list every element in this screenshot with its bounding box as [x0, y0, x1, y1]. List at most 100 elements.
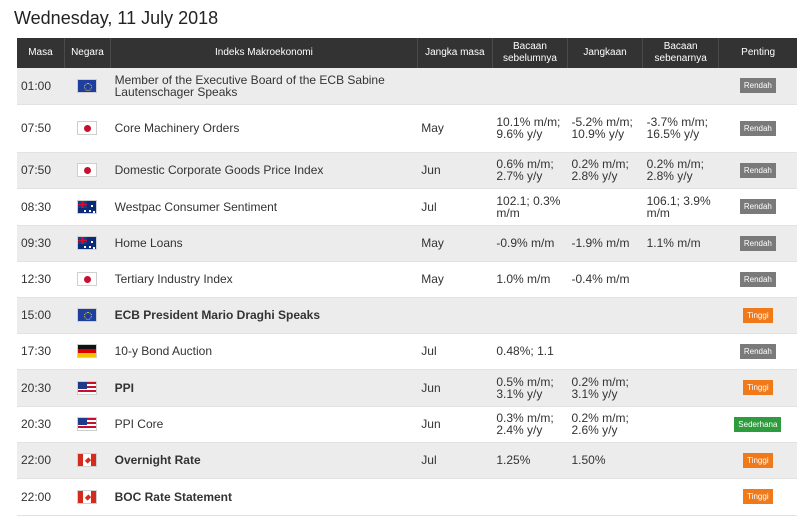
table-row[interactable]: 08:30 Westpac Consumer Sentiment Jul 102.1;…	[17, 188, 797, 226]
period-cell: Jul	[417, 333, 493, 370]
period-cell: Jun	[417, 152, 493, 189]
event-name[interactable]: Member of the Executive Board of the ECB…	[110, 68, 418, 105]
table-body: 01:00 Member of the Executive Board of th…	[17, 68, 797, 516]
importance-badge: Rendah	[739, 162, 776, 178]
table-row[interactable]: 07:50 Core Machinery Orders May 10.1% m/m; …	[17, 104, 797, 153]
forecast-cell	[567, 478, 643, 516]
event-name[interactable]: 10-y Bond Auction	[110, 333, 418, 370]
country-cell	[64, 188, 111, 226]
header-forecast[interactable]: Jangkaan	[567, 38, 644, 68]
table-row[interactable]: 17:30 10-y Bond Auction Jul 0.48%; 1.1 Renda…	[17, 333, 797, 370]
event-name[interactable]: Home Loans	[110, 225, 418, 262]
eu-flag-icon	[77, 308, 98, 322]
period-cell: Jul	[417, 188, 493, 226]
event-name[interactable]: Core Machinery Orders	[110, 104, 418, 153]
period-cell: Jun	[417, 369, 493, 407]
forecast-cell	[567, 297, 643, 334]
time-cell: 22:00	[17, 478, 65, 516]
table-row[interactable]: 22:00 Overnight Rate Jul 1.25% 1.50% Tinggi	[17, 442, 797, 479]
importance-badge: Rendah	[739, 120, 776, 136]
importance-cell: Rendah	[718, 152, 797, 189]
eu-flag-icon	[77, 78, 98, 93]
country-cell	[64, 478, 111, 516]
australia-flag-icon	[77, 199, 98, 214]
time-cell: 20:30	[17, 369, 65, 407]
event-name[interactable]: Overnight Rate	[110, 442, 418, 479]
time-cell: 12:30	[17, 261, 65, 298]
time-cell: 15:00	[17, 297, 65, 334]
event-name[interactable]: PPI Core	[110, 406, 418, 443]
country-cell	[64, 104, 111, 153]
japan-flag-icon	[77, 163, 98, 177]
importance-badge: Rendah	[739, 343, 776, 359]
importance-cell: Sederhana	[718, 406, 797, 443]
event-name[interactable]: BOC Rate Statement	[110, 478, 418, 516]
forecast-cell: -5.2% m/m; 10.9% y/y	[567, 104, 643, 153]
country-cell	[64, 225, 111, 262]
importance-cell: Tinggi	[718, 297, 797, 334]
country-cell	[64, 406, 111, 443]
header-actual[interactable]: Bacaan sebenarnya	[642, 38, 720, 68]
importance-badge: Tinggi	[743, 307, 773, 323]
forecast-cell	[567, 68, 643, 105]
table-row[interactable]: 07:50 Domestic Corporate Goods Price Inde…	[17, 152, 797, 189]
event-name[interactable]: ECB President Mario Draghi Speaks	[110, 297, 418, 334]
importance-cell: Tinggi	[718, 369, 797, 407]
table-row[interactable]: 01:00 Member of the Executive Board of th…	[17, 68, 797, 105]
previous-cell: 10.1% m/m; 9.6% y/y	[492, 104, 568, 153]
importance-cell: Rendah	[718, 261, 797, 298]
actual-cell: 1.1% m/m	[642, 225, 719, 262]
country-cell	[64, 442, 111, 479]
header-country[interactable]: Negara	[64, 38, 112, 68]
period-cell	[417, 297, 493, 334]
header-period[interactable]: Jangka masa	[417, 38, 493, 68]
time-cell: 17:30	[17, 333, 65, 370]
table-row[interactable]: 12:30 Tertiary Industry Index May 1.0% m/m -…	[17, 261, 797, 298]
time-cell: 08:30	[17, 188, 65, 226]
period-cell: May	[417, 261, 493, 298]
importance-cell: Rendah	[718, 68, 797, 105]
table-row[interactable]: 09:30 Home Loans May -0.9% m/m -1.9% m/m 1.1%…	[17, 225, 797, 262]
canada-flag-icon	[77, 489, 98, 504]
usa-flag-icon	[77, 417, 98, 431]
country-cell	[64, 261, 111, 298]
table-row[interactable]: 20:30 PPI Core Jun 0.3% m/m; 2.4% y/y 0.2% m…	[17, 406, 797, 443]
header-event[interactable]: Indeks Makroekonomi	[110, 38, 418, 68]
event-name[interactable]: Domestic Corporate Goods Price Index	[110, 152, 418, 189]
table-row[interactable]: 22:00 BOC Rate Statement Tinggi	[17, 478, 797, 516]
table-row[interactable]: 20:30 PPI Jun 0.5% m/m; 3.1% y/y 0.2% m/m; 3…	[17, 369, 797, 407]
importance-badge: Rendah	[739, 235, 776, 251]
actual-cell	[642, 297, 719, 334]
time-cell: 01:00	[17, 68, 65, 105]
actual-cell: 0.2% m/m; 2.8% y/y	[642, 152, 719, 189]
previous-cell: 0.6% m/m; 2.7% y/y	[492, 152, 568, 189]
actual-cell	[642, 68, 719, 105]
header-importance[interactable]: Penting	[718, 38, 797, 68]
actual-cell	[642, 261, 719, 298]
japan-flag-icon	[77, 121, 98, 135]
forecast-cell: 1.50%	[567, 442, 643, 479]
canada-flag-icon	[77, 453, 98, 467]
period-cell: May	[417, 104, 493, 153]
importance-badge: Tinggi	[743, 380, 773, 395]
actual-cell: 106.1; 3.9% m/m	[642, 188, 719, 226]
importance-cell: Rendah	[718, 104, 797, 153]
forecast-cell	[567, 333, 643, 370]
importance-badge: Sederhana	[734, 416, 782, 432]
forecast-cell: -1.9% m/m	[567, 225, 643, 262]
table-row[interactable]: 15:00 ECB President Mario Draghi Speaks Ti…	[17, 297, 797, 334]
previous-cell	[492, 297, 568, 334]
header-time[interactable]: Masa	[17, 38, 65, 68]
event-name[interactable]: Westpac Consumer Sentiment	[110, 188, 418, 226]
previous-cell: 1.25%	[492, 442, 568, 479]
importance-badge: Rendah	[739, 271, 776, 287]
event-name[interactable]: PPI	[110, 369, 418, 407]
previous-cell	[492, 478, 568, 516]
germany-flag-icon	[77, 344, 98, 358]
event-name[interactable]: Tertiary Industry Index	[110, 261, 418, 298]
period-cell: Jul	[417, 442, 493, 479]
country-cell	[64, 68, 111, 105]
header-previous[interactable]: Bacaan sebelumnya	[492, 38, 568, 68]
period-cell: Jun	[417, 406, 493, 443]
page-title: Wednesday, 11 July 2018	[14, 8, 219, 28]
